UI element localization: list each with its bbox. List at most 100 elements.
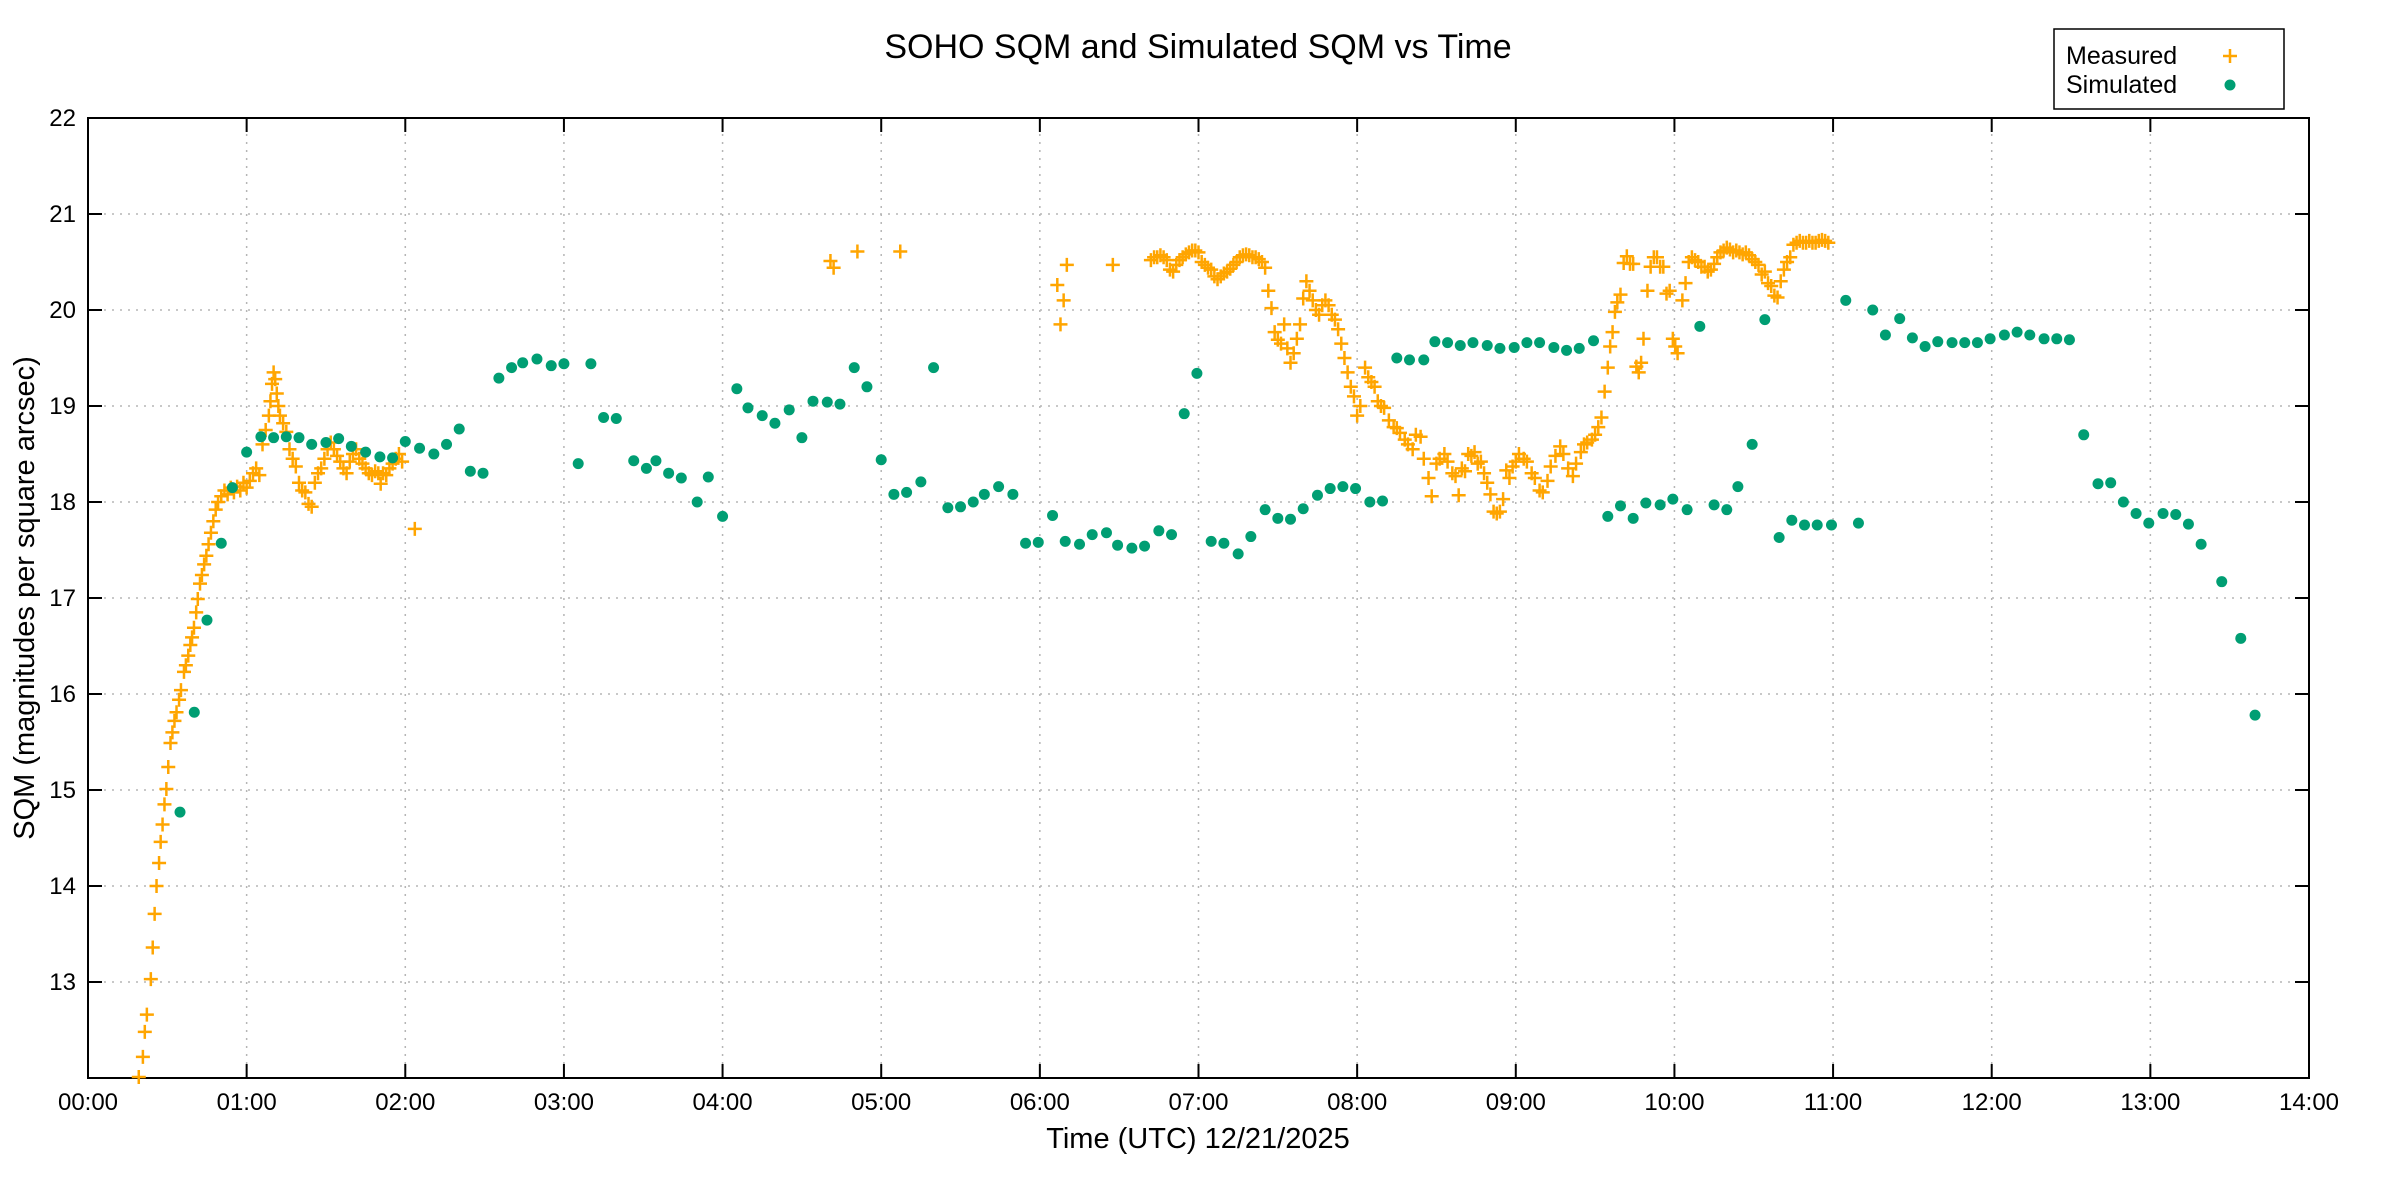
- measured-point: [276, 416, 291, 431]
- simulated-point: [1879, 329, 1891, 341]
- simulated-point: [493, 372, 505, 384]
- measured-point: [1516, 451, 1531, 466]
- measured-point: [272, 408, 287, 423]
- measured-point: [1649, 250, 1664, 265]
- measured-point: [1761, 276, 1776, 291]
- simulated-point: [1640, 497, 1652, 509]
- measured-point: [199, 548, 214, 563]
- simulated-point: [399, 436, 411, 448]
- simulated-point: [783, 404, 795, 416]
- simulated-point: [1919, 340, 1931, 352]
- simulated-point: [2105, 477, 2117, 489]
- simulated-point: [598, 412, 610, 424]
- measured-point: [1159, 253, 1174, 268]
- measured-point: [1707, 256, 1722, 271]
- simulated-point: [756, 410, 768, 422]
- simulated-point: [1481, 340, 1493, 352]
- simulated-point: [268, 432, 280, 444]
- measured-point: [304, 499, 319, 514]
- simulated-point: [1561, 344, 1573, 356]
- measured-point: [1483, 487, 1498, 502]
- y-tick-label: 13: [49, 969, 76, 996]
- simulated-point: [915, 476, 927, 488]
- measured-point: [1764, 279, 1779, 293]
- measured-point: [1302, 283, 1317, 298]
- measured-point: [1561, 461, 1576, 476]
- simulated-point: [1139, 540, 1151, 552]
- measured-point: [373, 476, 388, 491]
- measured-point: [1619, 249, 1634, 264]
- legend-box: [2053, 28, 2285, 110]
- measured-point: [1776, 262, 1791, 277]
- measured-point: [268, 372, 283, 387]
- simulated-point: [333, 433, 345, 445]
- measured-point: [1451, 488, 1466, 503]
- measured-point: [252, 468, 267, 483]
- simulated-point: [1218, 537, 1230, 549]
- simulated-point: [428, 448, 440, 460]
- simulated-point: [531, 353, 543, 365]
- simulated-point: [967, 496, 979, 508]
- simulated-point: [1811, 519, 1823, 531]
- simulated-point: [1032, 536, 1044, 548]
- measured-point: [1751, 257, 1766, 272]
- measured-point: [159, 782, 174, 797]
- measured-point: [1577, 437, 1591, 452]
- x-tick-label: 08:00: [1327, 1089, 1387, 1116]
- measured-point: [1448, 469, 1463, 484]
- simulated-point: [2182, 518, 2194, 530]
- y-tick-label: 19: [49, 393, 76, 420]
- y-tick-label: 16: [49, 681, 76, 708]
- simulated-point: [1867, 304, 1879, 316]
- measured-point: [1353, 399, 1368, 413]
- simulated-point: [875, 454, 887, 466]
- measured-point: [1662, 283, 1677, 298]
- measured-point: [1458, 464, 1473, 479]
- measured-point: [193, 576, 208, 591]
- simulated-point: [1178, 408, 1190, 420]
- simulated-point: [2249, 709, 2261, 721]
- measured-point: [263, 394, 278, 409]
- measured-point: [1343, 379, 1358, 394]
- x-tick-label: 02:00: [375, 1089, 435, 1116]
- measured-point: [326, 442, 341, 457]
- simulated-point: [1126, 542, 1138, 554]
- legend: Measured Simulated: [2053, 28, 2285, 110]
- measured-point: [1305, 293, 1320, 308]
- simulated-point: [1467, 337, 1479, 349]
- simulated-point: [2051, 333, 2063, 345]
- measured-point: [239, 480, 254, 495]
- simulated-point: [901, 486, 913, 498]
- x-tick-label: 04:00: [693, 1089, 753, 1116]
- measured-point: [1640, 283, 1655, 298]
- simulated-point: [2235, 632, 2247, 644]
- measured-point: [1573, 445, 1588, 460]
- simulated-point: [1946, 337, 1958, 349]
- simulated-point: [374, 451, 386, 463]
- x-tick-label: 10:00: [1644, 1089, 1704, 1116]
- simulated-point: [1708, 499, 1720, 511]
- x-tick-label: 13:00: [2120, 1089, 2180, 1116]
- simulated-point: [1391, 352, 1403, 364]
- simulated-point: [1508, 341, 1520, 353]
- legend-label-measured: Measured: [2066, 42, 2177, 70]
- simulated-point: [1667, 493, 1679, 505]
- simulated-point: [1627, 512, 1639, 524]
- measured-point: [203, 525, 218, 540]
- simulated-point: [1494, 342, 1506, 354]
- measured-point: [368, 464, 383, 479]
- simulated-point: [1746, 438, 1758, 450]
- simulated-point: [320, 436, 332, 448]
- simulated-point: [1799, 519, 1811, 531]
- simulated-point: [2038, 333, 2050, 345]
- simulated-point: [545, 360, 557, 372]
- simulated-point: [796, 432, 808, 444]
- measured-point: [181, 648, 196, 663]
- y-tick-label: 22: [49, 105, 76, 132]
- measured-point: [1470, 456, 1485, 471]
- measured-point: [1191, 245, 1206, 260]
- measured-point: [1492, 504, 1507, 519]
- simulated-point: [201, 614, 213, 626]
- measured-point: [1821, 235, 1836, 250]
